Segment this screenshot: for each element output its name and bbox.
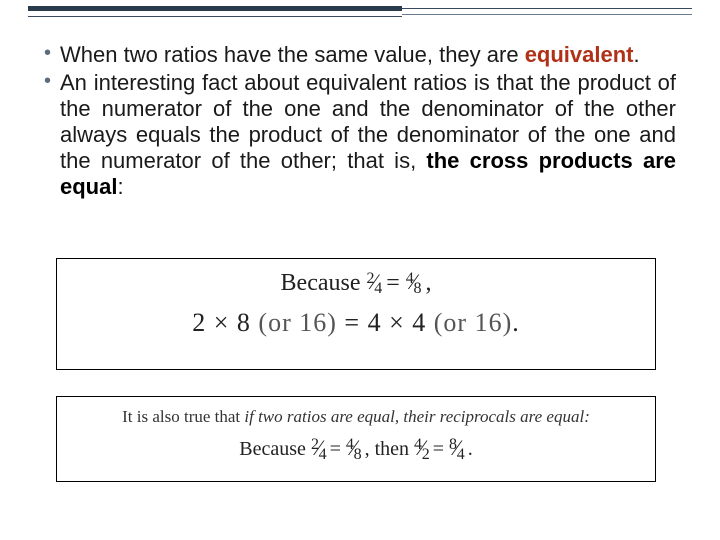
eq1-b: 8	[237, 308, 251, 337]
eq2-equals-2: =	[433, 438, 444, 461]
rule-right-thin-2	[402, 14, 692, 15]
eq1-a: 2	[192, 308, 206, 337]
eq2-intro-line: It is also true that if two ratios are e…	[71, 407, 641, 427]
eq1-equals-1: =	[386, 270, 400, 297]
eq1-p2: (or 16)	[434, 308, 512, 337]
eq2-dot: .	[468, 438, 473, 461]
eq2-equals-1: =	[330, 438, 341, 461]
bullet-1: When two ratios have the same value, the…	[44, 42, 676, 68]
bullet-1-pre: When two ratios have the same value, the…	[60, 42, 525, 67]
eq2-because-line: Because 2⁄4 = 4⁄8 , then 4⁄2 = 8⁄4 .	[71, 435, 641, 464]
equation-box-1: Because 2⁄4 = 4⁄8 , 2 × 8 (or 16) = 4 × …	[56, 258, 656, 370]
eq1-frac-1: 2⁄4	[367, 269, 381, 298]
bullet-2-post: :	[117, 174, 123, 199]
header-rule	[28, 6, 692, 24]
eq1-frac-2: 4⁄8	[406, 269, 420, 298]
eq1-c: 4	[368, 308, 382, 337]
eq1-because-word: Because	[281, 270, 361, 297]
equation-box-2: It is also true that if two ratios are e…	[56, 396, 656, 482]
bullet-2: An interesting fact about equivalent rat…	[44, 70, 676, 200]
eq2-f3-d: 2	[422, 446, 428, 463]
eq2-then: , then	[365, 438, 409, 461]
eq2-because-word: Because	[239, 438, 306, 461]
eq1-p1: (or 16)	[258, 308, 336, 337]
eq2-frac-4: 8⁄4	[449, 435, 463, 464]
eq2-frac-1: 2⁄4	[311, 435, 325, 464]
bullet-list: When two ratios have the same value, the…	[44, 42, 676, 202]
bullet-1-keyword: equivalent	[525, 42, 634, 67]
rule-right-thin-1	[402, 8, 692, 9]
times-icon: ×	[214, 308, 230, 337]
eq1-comma: ,	[425, 270, 431, 297]
eq1-frac1-d: 4	[374, 280, 380, 297]
eq1-dot: .	[512, 308, 520, 337]
eq2-f2-d: 8	[354, 446, 360, 463]
bullet-1-post: .	[634, 42, 640, 67]
eq1-equals-2: =	[344, 308, 360, 337]
eq2-frac-2: 4⁄8	[346, 435, 360, 464]
eq2-intro-italic: if two ratios are equal, their reciproca…	[244, 407, 589, 426]
slide: When two ratios have the same value, the…	[0, 0, 720, 540]
times-icon: ×	[389, 308, 405, 337]
eq1-because-line: Because 2⁄4 = 4⁄8 ,	[71, 269, 641, 298]
eq2-intro-plain: It is also true that	[122, 407, 244, 426]
eq1-frac2-d: 8	[413, 280, 419, 297]
eq1-cross-line: 2 × 8 (or 16) = 4 × 4 (or 16).	[71, 308, 641, 338]
eq2-f1-d: 4	[319, 446, 325, 463]
eq2-frac-3: 4⁄2	[414, 435, 428, 464]
eq2-f4-d: 4	[457, 446, 463, 463]
eq1-d: 4	[412, 308, 426, 337]
